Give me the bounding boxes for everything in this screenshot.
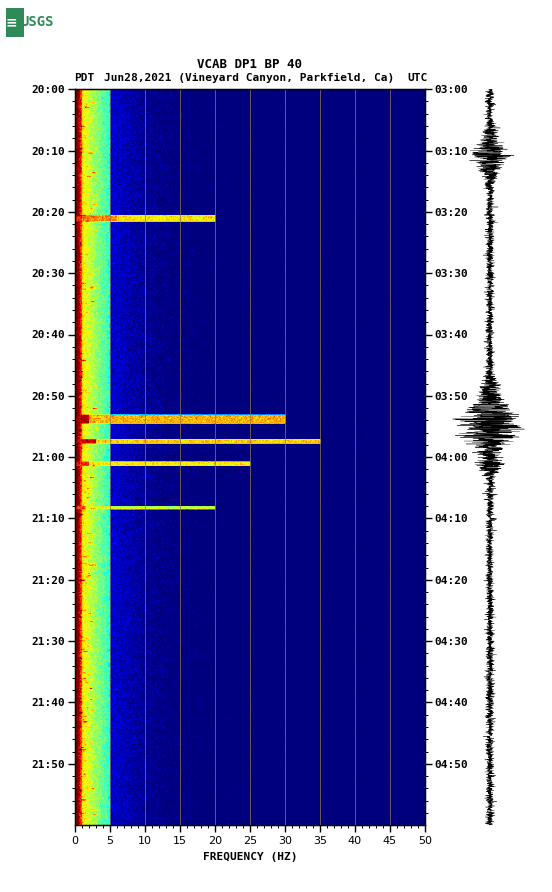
FancyBboxPatch shape	[6, 8, 24, 37]
Text: PDT: PDT	[75, 72, 95, 83]
X-axis label: FREQUENCY (HZ): FREQUENCY (HZ)	[203, 852, 297, 862]
Text: Jun28,2021 (Vineyard Canyon, Parkfield, Ca): Jun28,2021 (Vineyard Canyon, Parkfield, …	[104, 72, 395, 83]
Text: UTC: UTC	[407, 72, 428, 83]
Text: VCAB DP1 BP 40: VCAB DP1 BP 40	[197, 58, 302, 70]
Text: USGS: USGS	[20, 15, 54, 29]
Text: ≡: ≡	[6, 15, 17, 29]
